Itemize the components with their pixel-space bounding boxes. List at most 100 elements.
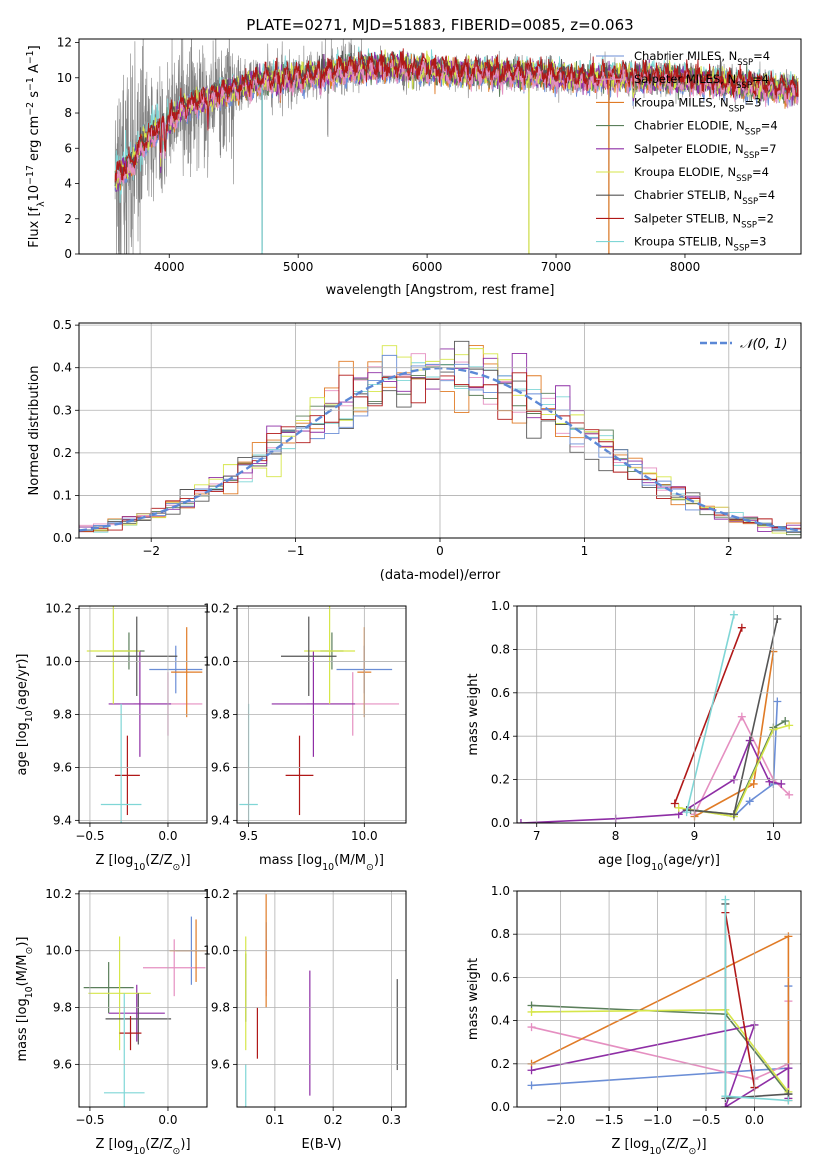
x-tick-label: 0.1	[265, 1113, 284, 1127]
y-tick-label: 0.0	[491, 1100, 510, 1114]
x-tick-label: 4000	[154, 260, 185, 274]
label-part: mass [log	[15, 998, 30, 1061]
errorbar-kroupa-elodie	[304, 606, 356, 704]
legend-text: Chabrier ELODIE, N	[634, 119, 745, 133]
x-axis-label: Z [log10(Z/Z⊙)]	[611, 1137, 706, 1157]
y-axis-label: Flux [fλ10−17 erg cm−2 s−1 A−1]	[25, 45, 47, 247]
series-line	[678, 724, 790, 818]
legend-suffix: =4	[761, 119, 778, 133]
x-axis-label: Z [log10(Z/Z⊙)]	[95, 1137, 190, 1157]
series-marker	[527, 1066, 536, 1075]
x-tick-label: −1	[287, 544, 305, 558]
plot-area	[114, 39, 799, 254]
legend-sub: SSP	[736, 81, 752, 91]
label-part: −1	[25, 50, 36, 64]
series-marker	[721, 895, 730, 904]
axes-frame	[236, 890, 407, 1108]
x-tick-label: −0.5	[75, 829, 104, 843]
label-part: (Z/Z	[661, 1137, 688, 1152]
label-part: )]	[15, 937, 30, 947]
x-tick-label: 8	[612, 829, 620, 843]
x-tick-label: 0.0	[158, 829, 177, 843]
y-tick-label: 1.0	[491, 884, 510, 898]
y-tick-label: 0.5	[53, 318, 72, 332]
legend-text: Chabrier MILES, N	[634, 49, 737, 63]
series-salpeter-elodie	[517, 736, 786, 823]
label-part: (age/yr)]	[15, 654, 30, 711]
legend-sub: SSP	[742, 197, 758, 207]
label-part: erg cm	[27, 116, 42, 165]
x-axis-label: E(B-V)	[301, 1137, 341, 1152]
legend-text: Salpeter STELIB, N	[634, 211, 741, 225]
y-tick-label: 0.4	[491, 1014, 510, 1028]
legend-text: Chabrier STELIB, N	[634, 188, 742, 202]
y-tick-label: 9.8	[53, 1001, 72, 1015]
errorbar-salpeter-miles	[143, 939, 206, 997]
y-tick-label: 9.8	[53, 708, 72, 722]
series-marker	[674, 803, 683, 812]
panel-mass-vs-Z: −0.5 0.09.69.810.010.2Z [log10(Z/Z⊙)]mass…	[15, 887, 208, 1157]
legend-label-kroupa-miles: Kroupa MILES, NSSP=3	[634, 95, 761, 114]
legend-label-normal: 𝒩(0, 1)	[740, 337, 787, 352]
x-axis-label: age [log10(age/yr)]	[598, 853, 720, 873]
label-part: ⊙	[173, 1146, 181, 1157]
normal-curve	[79, 366, 799, 532]
y-tick-label: 2	[64, 212, 72, 226]
label-part: ]	[27, 45, 42, 50]
y-tick-label: 0.6	[491, 970, 510, 984]
series-line	[520, 738, 782, 823]
panel-age-vs-Z: −0.5 0.09.49.69.810.010.2Z [log10(Z/Z⊙)]a…	[15, 602, 208, 873]
label-part: s	[27, 91, 42, 102]
series-line	[531, 1004, 790, 1095]
legend-sub: SSP	[734, 244, 750, 254]
errorbar-salpeter-stelib	[285, 735, 314, 816]
y-tick-label: 0.8	[491, 927, 510, 941]
series-marker	[682, 808, 691, 817]
legend-label-chabrier-elodie: Chabrier ELODIE, NSSP=4	[634, 119, 778, 138]
series-line	[724, 912, 756, 1088]
y-tick-label: 4	[64, 177, 72, 191]
y-tick-label: 9.8	[211, 1001, 230, 1015]
y-tick-label: 0.0	[491, 816, 510, 830]
y-tick-label: 10.2	[45, 887, 72, 901]
y-tick-label: 10	[57, 71, 72, 85]
label-part: )]	[696, 1137, 706, 1152]
label-part: mass [log	[259, 853, 322, 868]
label-part: 10	[649, 1146, 661, 1157]
y-axis-label: age [log10(age/yr)]	[15, 654, 35, 776]
errorbar-kroupa-elodie	[86, 606, 140, 704]
x-tick-label: −0.5	[75, 1113, 104, 1127]
series-marker	[721, 1103, 730, 1107]
y-tick-label: 10.0	[45, 944, 72, 958]
series-line	[531, 1008, 790, 1093]
y-tick-label: 12	[57, 36, 72, 50]
y-tick-label: 10.0	[45, 655, 72, 669]
series-marker	[784, 1096, 793, 1105]
y-tick-label: 0	[64, 247, 72, 261]
series-marker	[784, 932, 793, 941]
x-tick-label: 7	[533, 829, 541, 843]
series-marker	[737, 623, 746, 632]
label-part: 10	[133, 862, 145, 873]
label-part: 10	[27, 185, 42, 202]
errorbar-chabrier-stelib	[96, 616, 178, 696]
y-tick-label: 9.8	[211, 708, 230, 722]
y-tick-label: 9.6	[53, 1057, 72, 1071]
series-marker	[777, 779, 786, 788]
label-part: 10	[133, 1146, 145, 1157]
axes-frame	[78, 890, 208, 1108]
axes-frame	[516, 890, 802, 1108]
label-part: A	[27, 64, 42, 77]
y-tick-label: 0.0	[53, 531, 72, 545]
x-tick-label: 5000	[283, 260, 314, 274]
legend-label-salpeter-elodie: Salpeter ELODIE, NSSP=7	[634, 142, 777, 161]
errorbar-kroupa-stelib	[100, 703, 142, 823]
plot-area	[86, 606, 203, 823]
series-marker	[784, 1064, 793, 1073]
legend-suffix: =2	[757, 211, 774, 225]
label-part: Flux [f	[27, 206, 42, 247]
series-salpeter-stelib	[670, 623, 746, 808]
x-tick-label: 8000	[670, 260, 701, 274]
panel-mass-vs-ebv: 0.1 0.2 0.3 9.6 9.8 10.0 10.2 E(B-V)	[203, 887, 407, 1152]
y-tick-label: 9.6	[53, 760, 72, 774]
